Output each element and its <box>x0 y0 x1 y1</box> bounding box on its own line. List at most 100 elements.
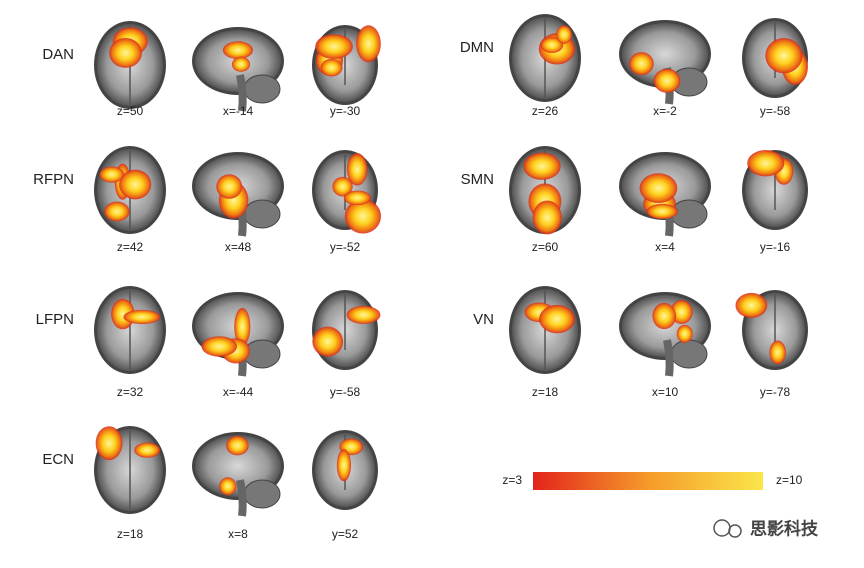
colorbar <box>533 472 763 490</box>
colorbar-max: z=10 <box>776 473 803 487</box>
slice-label: x=-14 <box>223 104 254 118</box>
activation-blob <box>99 166 125 183</box>
brain-slice <box>192 152 284 237</box>
brain-slice <box>312 150 382 234</box>
activation-blob <box>234 307 251 346</box>
slice-label: x=-2 <box>653 104 677 118</box>
activation-blob <box>219 477 237 496</box>
network-label: SMN <box>461 171 494 188</box>
activation-blob <box>356 25 381 63</box>
brain-slice <box>742 18 808 98</box>
brainstem <box>236 479 247 517</box>
activation-blob <box>676 324 693 343</box>
brain-slice <box>509 14 581 102</box>
brain-slice <box>94 286 166 374</box>
slice-label: z=60 <box>532 240 559 254</box>
watermark: 思影科技 <box>750 518 819 538</box>
cerebellum <box>243 479 281 509</box>
activation-blob <box>346 305 381 324</box>
activation-blob <box>765 38 803 74</box>
activation-blob <box>523 152 561 180</box>
activation-blob <box>320 58 343 77</box>
activation-blob <box>336 449 352 482</box>
activation-blob <box>747 150 785 177</box>
slice-label: y=-52 <box>330 240 361 254</box>
activation-blob <box>332 176 353 197</box>
activation-blob <box>134 442 161 458</box>
activation-blob <box>639 173 678 204</box>
slice-label: x=10 <box>652 385 679 399</box>
activation-blob <box>346 153 368 186</box>
activation-blob <box>653 68 681 93</box>
slice-label: x=48 <box>225 240 252 254</box>
brain-slice <box>94 426 166 514</box>
slice-label: z=18 <box>117 527 144 541</box>
activation-blob <box>556 25 572 44</box>
activation-blob <box>540 37 564 53</box>
brain-slice <box>619 292 711 377</box>
slice-label: x=8 <box>228 527 248 541</box>
activation-blob <box>119 169 152 200</box>
network-label: DAN <box>42 46 74 63</box>
activation-blob <box>226 435 249 456</box>
activation-blob <box>109 38 142 68</box>
activation-blob <box>769 340 786 365</box>
brain-slice <box>742 150 808 230</box>
network-label: DMN <box>460 39 494 56</box>
slice-label: z=32 <box>117 385 144 399</box>
brain-slice <box>312 25 381 105</box>
watermark-icon <box>713 519 742 538</box>
brain-slice <box>192 292 284 377</box>
slice-label: z=42 <box>117 240 144 254</box>
activation-blob <box>315 34 353 59</box>
activation-blob <box>216 174 243 199</box>
colorbar-min: z=3 <box>502 473 522 487</box>
activation-blob <box>532 200 562 235</box>
activation-blob <box>343 190 372 206</box>
slice-label: y=-16 <box>760 240 791 254</box>
network-label: ECN <box>42 451 74 468</box>
slice-label: y=-78 <box>760 385 791 399</box>
brainstem <box>236 74 247 112</box>
brain-slice <box>192 27 284 112</box>
activation-blob <box>344 198 382 234</box>
brain-slice <box>735 290 808 370</box>
activation-blob <box>646 203 678 220</box>
brain-slice <box>619 152 711 237</box>
activation-blob <box>539 304 575 334</box>
slice-label: x=4 <box>655 240 675 254</box>
brainstem <box>663 339 674 377</box>
slice-label: y=52 <box>332 527 359 541</box>
activation-blob <box>231 56 251 72</box>
slice-label: y=-58 <box>760 104 791 118</box>
brain-slice <box>94 146 166 234</box>
brain-slice <box>509 146 581 235</box>
brain-slice <box>192 432 284 517</box>
network-label: VN <box>473 311 494 328</box>
slice-label: z=26 <box>532 104 559 118</box>
network-label: RFPN <box>33 171 74 188</box>
slice-label: x=-44 <box>223 385 254 399</box>
slice-label: z=18 <box>532 385 559 399</box>
brain-slice <box>94 21 166 109</box>
activation-blob <box>95 426 123 461</box>
brain-slice <box>312 290 381 370</box>
network-label: LFPN <box>36 311 74 328</box>
brain-slice <box>619 20 711 105</box>
activation-blob <box>201 336 238 357</box>
activation-blob <box>735 292 768 318</box>
activation-blob <box>104 201 130 222</box>
cerebellum <box>243 74 281 104</box>
slice-label: z=50 <box>117 104 144 118</box>
activation-blob <box>629 52 654 76</box>
activation-blob <box>312 326 344 357</box>
activation-blob <box>222 41 253 60</box>
brain-slice <box>509 286 581 374</box>
cerebellum <box>243 199 281 229</box>
activation-blob <box>123 309 161 325</box>
activation-blob <box>670 299 693 324</box>
brain-slice <box>312 430 378 510</box>
slice-label: y=-58 <box>330 385 361 399</box>
cerebellum <box>670 339 708 369</box>
